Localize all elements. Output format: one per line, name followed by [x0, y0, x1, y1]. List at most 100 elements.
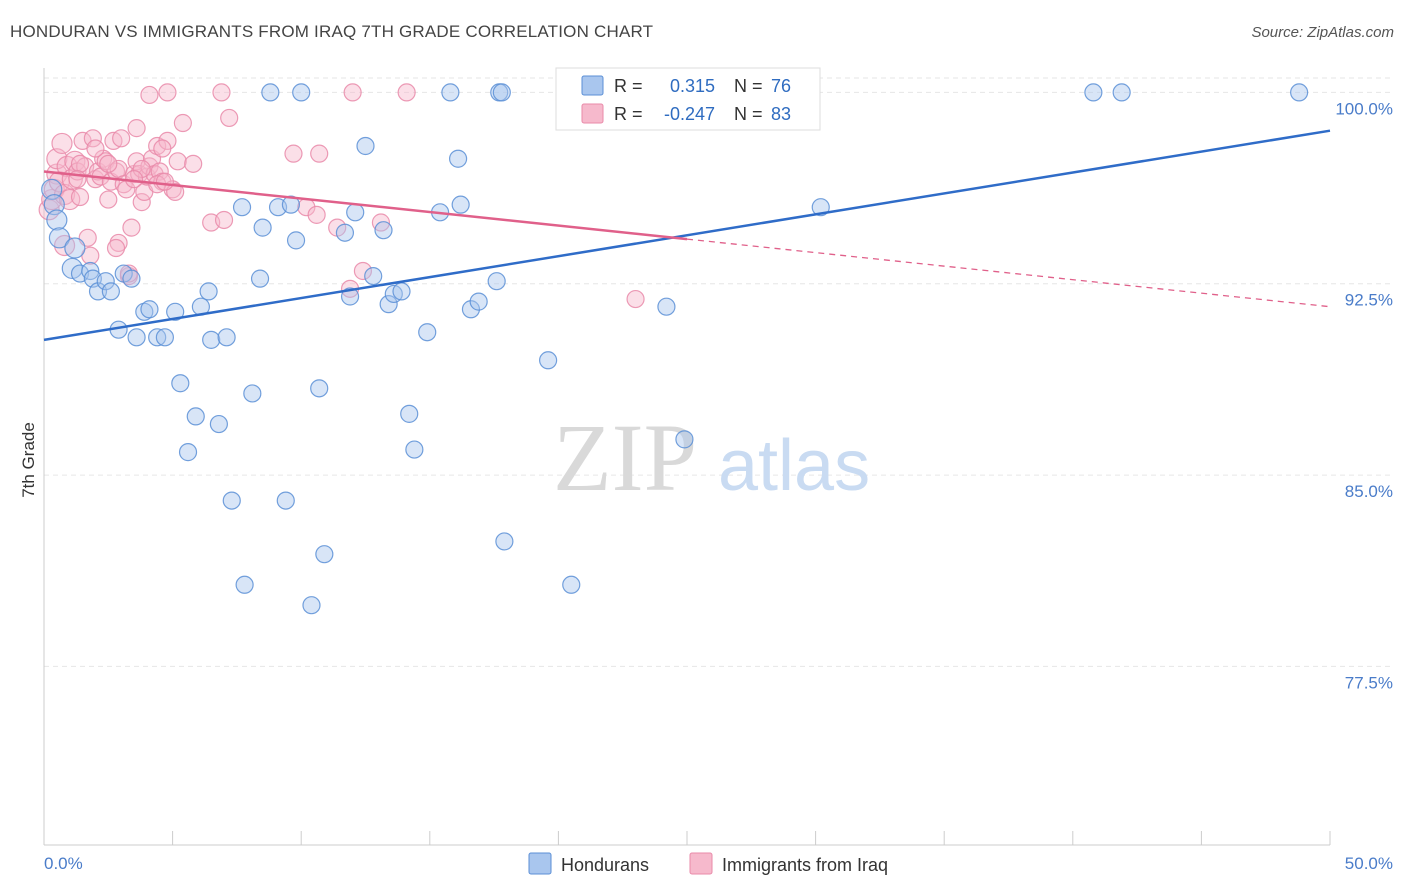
hondurans-point-31: [235, 575, 254, 594]
iraq-point-62: [119, 264, 138, 283]
hondurans-point-32: [243, 384, 262, 403]
bottom-legend-swatch-iraq: [689, 852, 713, 875]
legend-r-label-2: R =: [614, 104, 643, 124]
hondurans-point-54: [405, 440, 424, 459]
legend-n-label-1: N =: [734, 76, 763, 96]
hondurans-point-40: [292, 83, 311, 102]
hondurans-point-48: [364, 266, 383, 286]
hondurans-point-65: [495, 532, 514, 551]
bottom-legend-swatch-hondurans: [528, 852, 552, 875]
hondurans-point-37: [276, 491, 295, 510]
iraq-point-50: [214, 210, 234, 230]
hondurans-point-60: [461, 300, 481, 319]
series-legend: Hondurans Immigrants from Iraq: [528, 852, 888, 875]
hondurans-point-46: [346, 203, 365, 222]
hondurans-point-74: [1112, 83, 1131, 102]
hondurans-point-5: [64, 237, 86, 259]
trend-line-hondurans: [43, 129, 1331, 342]
hondurans-point-47: [356, 136, 375, 156]
hondurans-point-72: [811, 198, 830, 217]
iraq-point-73: [106, 238, 126, 258]
hondurans-point-19: [155, 328, 174, 347]
iraq-point-76: [132, 159, 151, 179]
iraq-point-65: [70, 154, 90, 173]
hondurans-point-42: [315, 545, 334, 564]
legend-r-value-1: 0.315: [670, 76, 715, 96]
iraq-point-48: [184, 154, 203, 173]
hondurans-point-34: [253, 218, 272, 237]
hondurans-point-64: [492, 83, 511, 102]
hondurans-point-16: [135, 302, 154, 321]
hondurans-point-15: [127, 328, 146, 347]
legend-n-label-2: N =: [734, 104, 763, 124]
hondurans-point-14: [122, 269, 141, 288]
trend-lines: [43, 129, 1331, 342]
hondurans-point-43: [302, 596, 321, 615]
hondurans-point-38: [281, 195, 301, 214]
hondurans-point-68: [657, 297, 676, 316]
x-tick-label-right: 50.0%: [1345, 854, 1393, 873]
series-hondurans-points: [41, 83, 1309, 615]
y-axis-title: 7th Grade: [19, 422, 38, 498]
iraq-point-61: [626, 289, 645, 309]
iraq-point-66: [99, 154, 118, 173]
hondurans-point-55: [418, 323, 437, 342]
iraq-point-69: [212, 83, 231, 102]
iraq-point-52: [284, 144, 303, 163]
hondurans-point-27: [209, 414, 228, 434]
x-tick-label-left: 0.0%: [44, 854, 83, 873]
hondurans-point-67: [562, 575, 581, 594]
hondurans-point-9: [88, 282, 108, 301]
iraq-point-28: [112, 129, 131, 148]
hondurans-point-2: [46, 209, 68, 231]
hondurans-point-25: [199, 282, 218, 301]
iraq-point-80: [86, 139, 105, 158]
hondurans-point-52: [392, 282, 411, 301]
hondurans-point-29: [222, 491, 241, 510]
iraq-point-21: [94, 149, 113, 168]
hondurans-point-62: [487, 272, 506, 291]
hondurans-point-30: [232, 198, 252, 217]
iraq-point-41: [148, 136, 167, 156]
hondurans-point-22: [178, 443, 198, 462]
iraq-point-63: [140, 85, 159, 105]
hondurans-point-39: [286, 231, 306, 250]
hondurans-point-41: [310, 379, 329, 398]
chart-source: Source: ZipAtlas.com: [1251, 24, 1394, 41]
legend-r-label-1: R =: [614, 76, 643, 96]
hondurans-point-50: [379, 295, 398, 314]
y-tick-label-2: 85.0%: [1345, 482, 1393, 501]
y-tick-label-0: 100.0%: [1335, 99, 1393, 118]
iraq-point-64: [158, 83, 177, 102]
iraq-point-51: [220, 108, 239, 128]
hondurans-point-18: [148, 328, 167, 347]
hondurans-point-73: [1084, 83, 1103, 102]
watermark-zip: ZIP: [553, 404, 697, 511]
axes: [43, 68, 1331, 846]
hondurans-point-58: [448, 149, 468, 168]
iraq-point-82: [51, 132, 73, 155]
hondurans-point-57: [441, 83, 460, 102]
iraq-point-60: [397, 83, 416, 102]
iraq-point-70: [109, 233, 128, 253]
legend-swatch-blue: [581, 75, 604, 96]
y-tick-label-3: 77.5%: [1345, 673, 1393, 692]
iraq-point-57: [343, 83, 362, 102]
bottom-legend-iraq: Immigrants from Iraq: [722, 855, 888, 875]
hondurans-point-20: [166, 302, 185, 321]
hondurans-point-21: [171, 374, 190, 393]
hondurans-point-75: [1290, 83, 1309, 102]
iraq-point-31: [122, 218, 141, 237]
hondurans-point-53: [400, 404, 419, 423]
watermark: ZIP atlas: [553, 404, 870, 511]
hondurans-point-45: [340, 287, 360, 306]
hondurans-point-69: [675, 430, 694, 449]
trend-line-iraq-solid: [43, 170, 688, 241]
iraq-point-46: [168, 152, 187, 171]
trend-line-iraq-dashed: [686, 238, 1331, 308]
hondurans-point-11: [101, 282, 120, 301]
chart-title: HONDURAN VS IMMIGRANTS FROM IRAQ 7TH GRA…: [10, 22, 654, 41]
hondurans-point-61: [469, 292, 488, 311]
hondurans-point-59: [451, 195, 470, 214]
